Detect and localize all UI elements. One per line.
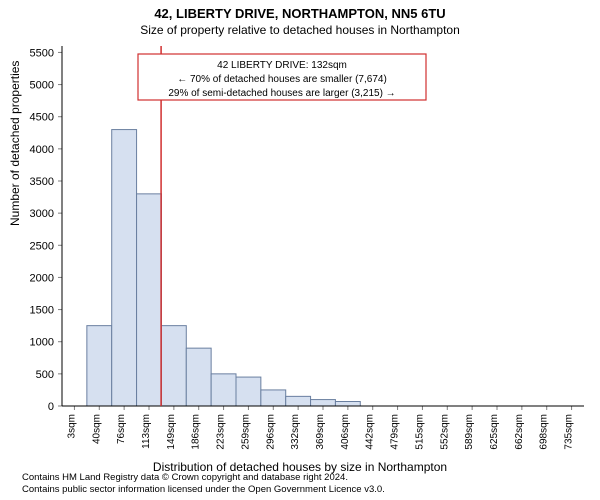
x-tick-label: 76sqm xyxy=(116,414,127,444)
callout-line: 29% of semi-detached houses are larger (… xyxy=(168,88,395,99)
x-tick-label: 186sqm xyxy=(191,414,202,450)
y-tick-label: 0 xyxy=(48,401,54,413)
x-tick-label: 149sqm xyxy=(166,414,177,450)
y-tick-label: 3000 xyxy=(30,208,54,220)
page-subtitle: Size of property relative to detached ho… xyxy=(0,21,600,37)
bar xyxy=(211,374,236,406)
x-tick-label: 589sqm xyxy=(464,414,475,450)
chart-area: 0500100015002000250030003500400045005000… xyxy=(62,46,584,406)
bar xyxy=(137,194,162,406)
y-tick-label: 2000 xyxy=(30,272,54,284)
bar xyxy=(236,377,261,406)
bar xyxy=(161,326,186,406)
x-tick-label: 442sqm xyxy=(365,414,376,450)
bar xyxy=(186,348,211,406)
y-tick-label: 2500 xyxy=(30,240,54,252)
callout-line: ← 70% of detached houses are smaller (7,… xyxy=(177,74,387,85)
x-tick-label: 552sqm xyxy=(439,414,450,450)
x-tick-label: 223sqm xyxy=(216,414,227,450)
y-tick-label: 1000 xyxy=(30,337,54,349)
y-tick-label: 500 xyxy=(36,369,54,381)
y-tick-label: 4500 xyxy=(30,112,54,124)
x-tick-label: 479sqm xyxy=(390,414,401,450)
page-title: 42, LIBERTY DRIVE, NORTHAMPTON, NN5 6TU xyxy=(0,0,600,21)
x-tick-label: 296sqm xyxy=(265,414,276,450)
footer-line-2: Contains public sector information licen… xyxy=(22,484,385,496)
x-tick-label: 698sqm xyxy=(539,414,550,450)
x-tick-label: 625sqm xyxy=(489,414,500,450)
y-tick-label: 5500 xyxy=(30,47,54,59)
x-tick-label: 259sqm xyxy=(240,414,251,450)
x-tick-label: 3sqm xyxy=(66,414,77,438)
y-axis-label: Number of detached properties xyxy=(8,61,22,226)
bar xyxy=(261,390,286,406)
x-tick-label: 735sqm xyxy=(564,414,575,450)
x-tick-label: 515sqm xyxy=(414,414,425,450)
callout-line: 42 LIBERTY DRIVE: 132sqm xyxy=(217,60,347,71)
x-tick-label: 369sqm xyxy=(315,414,326,450)
bar-chart: 0500100015002000250030003500400045005000… xyxy=(62,46,584,406)
bar xyxy=(286,396,311,406)
x-tick-label: 662sqm xyxy=(514,414,525,450)
bar xyxy=(112,130,137,406)
x-tick-label: 113sqm xyxy=(141,414,152,449)
bar xyxy=(311,400,336,406)
y-tick-label: 1500 xyxy=(30,305,54,317)
attibution-footer: Contains HM Land Registry data © Crown c… xyxy=(22,472,385,496)
y-tick-label: 5000 xyxy=(30,80,54,92)
y-tick-label: 4000 xyxy=(30,144,54,156)
footer-line-1: Contains HM Land Registry data © Crown c… xyxy=(22,472,385,484)
bar xyxy=(87,326,112,406)
x-tick-label: 40sqm xyxy=(91,414,102,444)
x-tick-label: 406sqm xyxy=(340,414,351,450)
bar xyxy=(335,402,360,407)
x-tick-label: 332sqm xyxy=(290,414,301,450)
y-tick-label: 3500 xyxy=(30,176,54,188)
